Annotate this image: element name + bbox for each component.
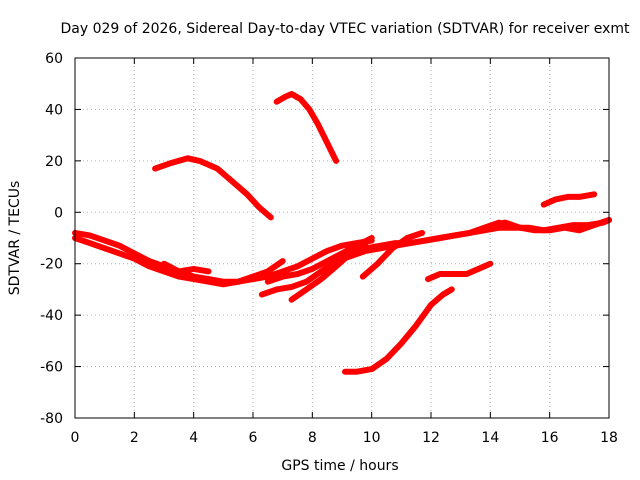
x-tick-label: 16 — [541, 430, 559, 446]
sdtvar-track-13 — [490, 217, 612, 234]
y-tick-label: -40 — [40, 308, 63, 324]
sdtvar-track-10 — [362, 219, 503, 252]
plot-frame — [74, 57, 610, 419]
sdtvar-track-14 — [540, 191, 598, 208]
x-tick-label: 18 — [600, 430, 618, 446]
sdtvar-track-2 — [273, 91, 340, 164]
x-tick-label: 0 — [71, 430, 80, 446]
x-tick-label: 2 — [130, 430, 139, 446]
x-tick-label: 6 — [249, 430, 258, 446]
y-axis-label: SDTVAR / TECUs — [7, 181, 23, 296]
x-tick-label: 14 — [481, 430, 499, 446]
sdtvar-track-5 — [161, 260, 212, 275]
y-tick-label: -20 — [40, 257, 63, 273]
sdtvar-track-9 — [359, 229, 426, 280]
data-tracks — [72, 91, 612, 375]
y-tick-label: -80 — [40, 411, 63, 427]
sdtvar-track-8 — [264, 235, 375, 285]
y-tick-label: 0 — [54, 205, 63, 221]
sdtvar-track-12 — [425, 260, 494, 283]
x-tick-label: 12 — [422, 430, 440, 446]
y-tick-label: 40 — [45, 102, 63, 118]
y-tick-label: -60 — [40, 360, 63, 376]
y-tick-label: 60 — [45, 51, 63, 67]
x-tick-label: 4 — [189, 430, 198, 446]
x-tick-label: 8 — [308, 430, 317, 446]
sdtvar-track-1 — [152, 155, 274, 221]
sdtvar-track-11 — [342, 286, 455, 375]
grid — [75, 58, 609, 418]
x-axis-label: GPS time / hours — [281, 458, 398, 474]
sdtvar-track-7 — [288, 240, 369, 303]
x-tick-label: 10 — [363, 430, 381, 446]
chart-title: Day 029 of 2026, Sidereal Day-to-day VTE… — [61, 21, 631, 37]
sdtvar-track-4 — [72, 235, 286, 288]
y-tick-label: 20 — [45, 154, 63, 170]
axis-ticks: 0 2 4 6 8 10 12 14 16 18 -80 -60 -40 -20 0 20 40 60 — [40, 51, 618, 446]
